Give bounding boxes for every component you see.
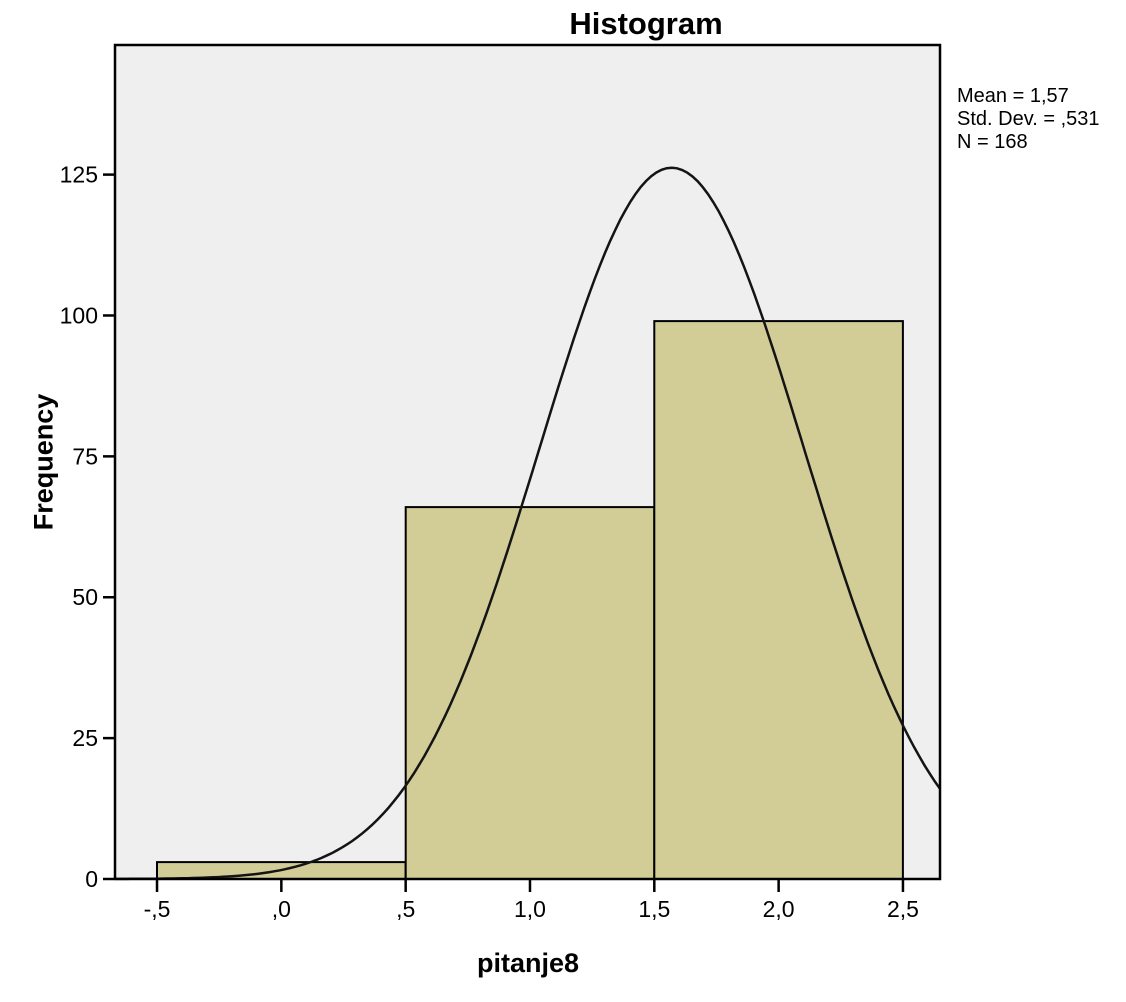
chart-title: Histogram (569, 6, 723, 41)
normal-curve (115, 166, 942, 881)
y-tick-label: 0 (85, 866, 98, 892)
y-tick-label: 100 (60, 302, 98, 328)
histogram-bar (653, 320, 904, 881)
x-tick-label: ,5 (396, 896, 415, 922)
x-tick-label: 1,0 (514, 896, 546, 922)
stat-std-dev: Std. Dev. = ,531 (957, 108, 1100, 130)
histogram-bar (404, 506, 656, 880)
stat-n: N = 168 (957, 131, 1028, 153)
x-tick-label: -,5 (144, 896, 171, 922)
x-axis-title: pitanje8 (476, 948, 580, 978)
plot-frame (113, 43, 942, 881)
x-tick-label: ,0 (272, 896, 291, 922)
stats-annotation: Mean = 1,57 Std. Dev. = ,531 N = 168 (957, 85, 1100, 154)
y-tick-label: 75 (72, 443, 98, 469)
x-tick-label: 1,5 (638, 896, 670, 922)
stat-mean: Mean = 1,57 (957, 85, 1069, 107)
x-tick-label: 2,0 (763, 896, 795, 922)
y-tick-label: 125 (60, 162, 98, 188)
y-tick-label: 50 (72, 584, 98, 610)
x-tick-label: 2,5 (887, 896, 919, 922)
y-tick-label: 25 (72, 725, 98, 751)
y-axis-title: Frequency (28, 393, 59, 531)
